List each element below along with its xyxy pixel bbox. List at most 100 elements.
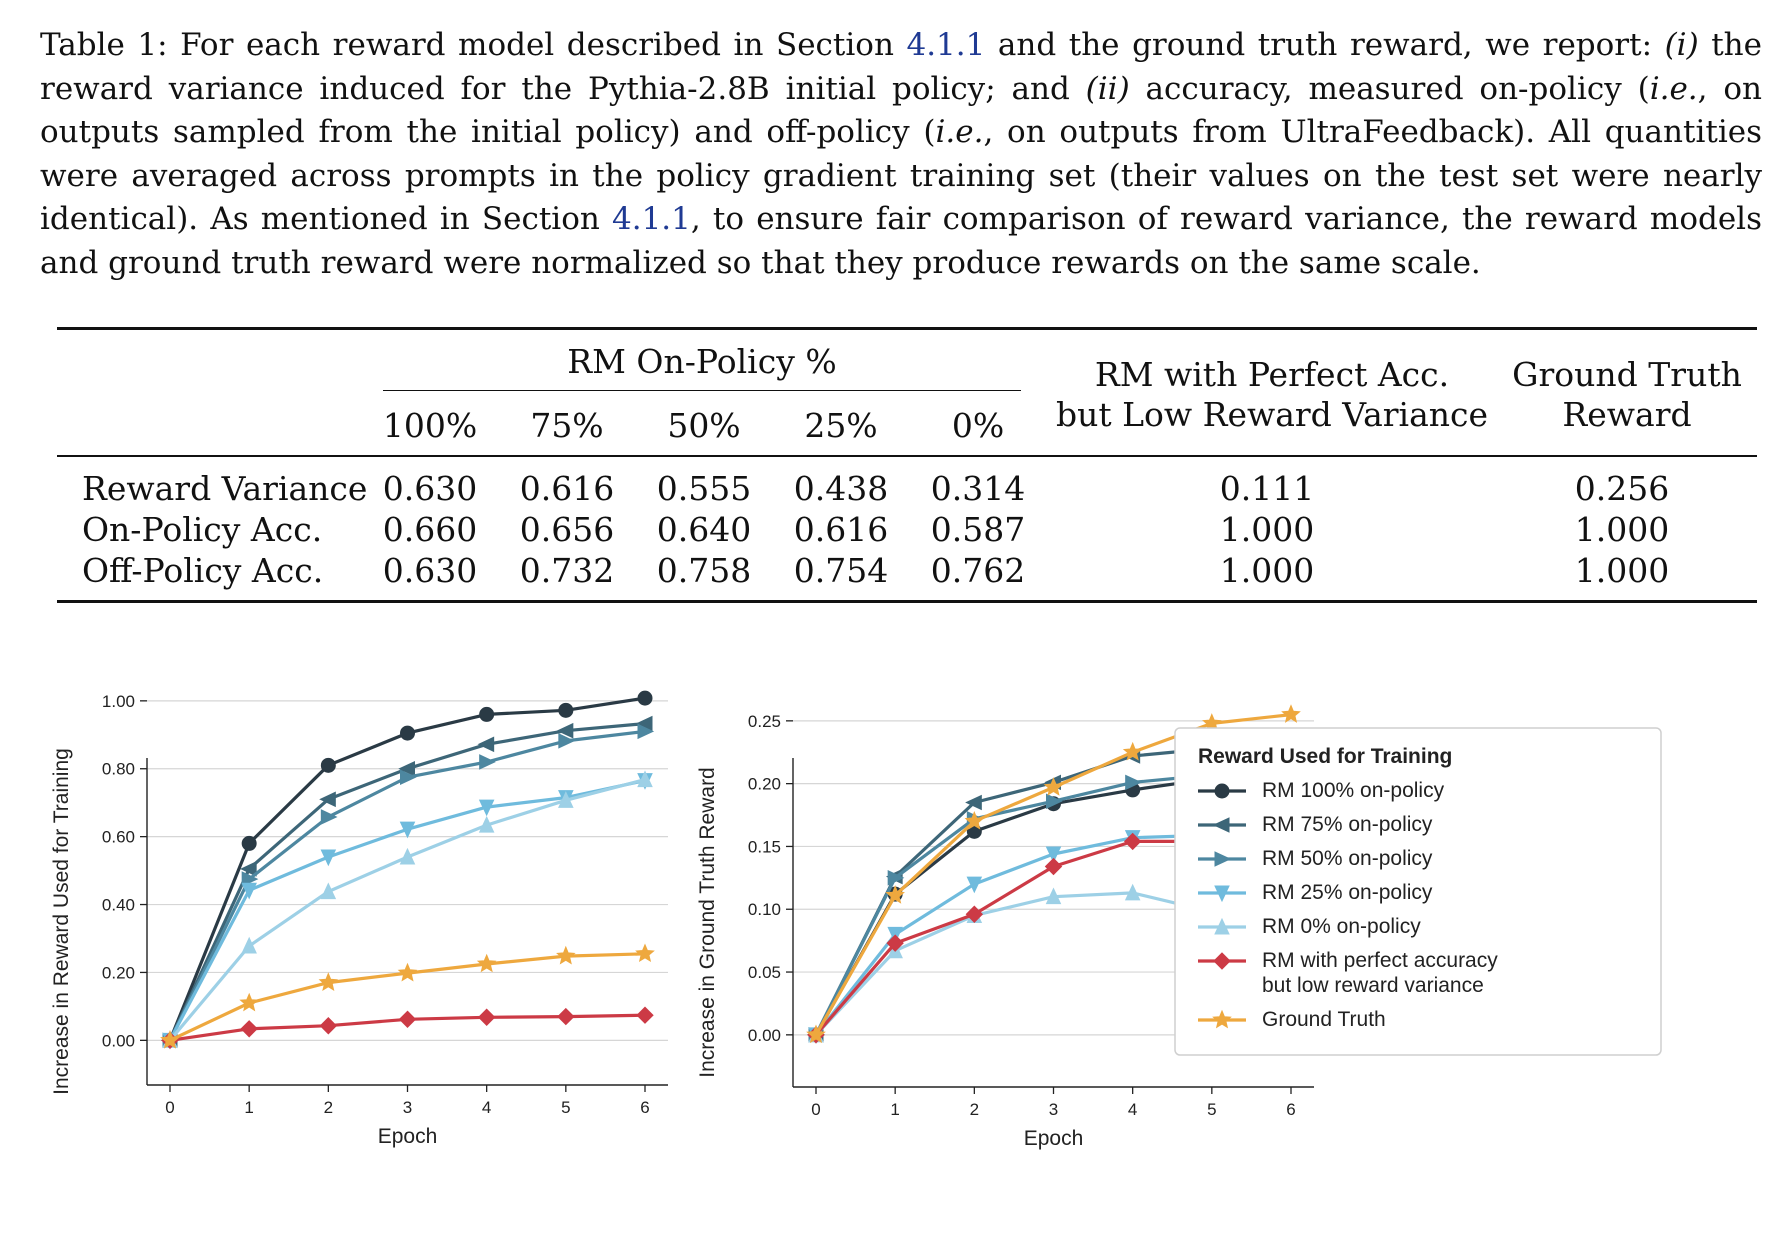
x-tick-label: 0 [811,1100,820,1119]
y-tick-label: 0.60 [102,828,135,847]
data-point-marker [637,770,653,788]
table-cell: 1.000 [1574,510,1670,549]
data-point-marker [965,794,982,811]
x-tick-label: 6 [640,1098,649,1117]
legend-label: RM 0% on-policy [1262,915,1421,938]
data-point-marker [320,757,336,773]
data-point-marker [399,821,416,839]
data-point-marker [241,882,257,900]
column-header: 25% [804,406,878,445]
table-cell: 0.758 [656,551,752,590]
y-tick-label: 0.15 [748,837,781,856]
data-point-marker [477,736,495,753]
x-tick-label: 1 [890,1100,899,1119]
data-point-marker [1045,887,1062,905]
table-cell: 0.732 [519,551,615,590]
data-point-marker [1214,851,1232,867]
section-reference[interactable]: 4.1.1 [612,201,691,237]
legend-title: Reward Used for Training [1198,745,1452,768]
caption-italic: i.e. [935,114,984,150]
table-cell: 1.000 [1219,551,1315,590]
legend-label: RM 100% on-policy [1262,779,1445,802]
data-point-marker [1212,817,1230,833]
caption-text: accuracy, measured on-policy ( [1129,70,1650,107]
y-tick-label: 0.00 [102,1031,135,1050]
y-tick-label: 0.25 [748,712,781,731]
x-tick-label: 6 [1286,1100,1295,1119]
caption-italic: i.e. [1649,70,1698,107]
y-tick-label: 0.10 [748,900,781,919]
data-point-marker [1214,783,1230,799]
caption-text: , to ensure fair comparison of reward va… [40,201,1762,281]
series-group [160,715,653,1049]
data-point-marker [1044,857,1063,876]
data-point-marker [964,810,985,830]
data-point-marker [1043,777,1064,796]
data-point-marker [318,972,339,991]
data-point-marker [885,885,905,904]
table-cell: 0.762 [930,551,1026,590]
data-point-marker [241,936,257,954]
data-point-marker [479,706,495,722]
data-point-marker [160,1029,180,1049]
y-tick-label: 0.20 [748,775,781,794]
x-tick-label: 2 [970,1100,979,1119]
series-group [162,773,653,1050]
data-point-marker [399,847,416,865]
data-point-marker [477,1008,496,1026]
data-point-marker [400,725,415,741]
y-tick-label: 0.05 [748,963,781,982]
x-tick-label: 4 [1128,1100,1137,1119]
legend-label: RM 50% on-policy [1262,847,1433,870]
data-point-marker [1046,793,1063,810]
y-tick-label: 0.80 [102,760,135,779]
data-point-marker [398,1010,417,1028]
ground-truth-reward-chart: 0.00 0.05 0.10 0.15 0.20 0.25 0 1 2 3 4 5 6 Epoch Incr… [696,704,1662,1150]
legend-item: Ground Truth [1198,1008,1386,1031]
caption-text: , on outputs from UltraFeedback). All qu… [40,114,1762,237]
table-cell: 0.438 [793,469,889,508]
data-point-marker [241,835,257,851]
data-point-marker [239,992,259,1012]
data-point-marker [1212,1009,1232,1029]
x-tick-label: 5 [561,1098,570,1117]
data-point-marker [965,905,984,923]
section-reference[interactable]: 4.1.1 [906,27,986,63]
series-group [160,943,655,1049]
x-tick-label: 5 [1207,1100,1216,1119]
column-header: 100% [382,406,478,445]
table-cell: 1.000 [1574,551,1670,590]
table-cell: 0.640 [656,510,752,549]
legend-label: Ground Truth [1262,1008,1386,1031]
y-axis-label: Increase in Reward Used for Training [50,748,73,1095]
header-line: Ground Truth [1512,355,1742,394]
y-tick-label: 0.40 [102,896,135,915]
table-cell: 0.555 [656,469,752,508]
header-line: RM with Perfect Acc. [1094,355,1450,394]
x-tick-label: 2 [324,1098,333,1117]
row-label: Off-Policy Acc. [82,551,324,590]
data-point-marker [239,861,257,877]
table-cell: 0.630 [382,551,478,590]
x-tick-label: 4 [482,1098,491,1117]
column-header: 75% [530,406,604,445]
data-point-marker [636,1006,654,1024]
caption-text: , on outputs sampled from the initial po… [40,70,1762,151]
table-caption: Table 1: For each reward model described… [40,24,1762,285]
row-label: On-Policy Acc. [82,510,323,549]
data-point-marker [1281,704,1301,723]
table-cell: 0.754 [793,551,889,590]
data-point-marker [637,723,655,740]
data-point-marker [400,769,417,786]
legend-item: RM 50% on-policy [1198,847,1433,870]
data-point-marker [637,690,653,706]
table-cell: 0.630 [382,469,478,508]
data-point-marker [397,962,418,982]
x-axis-label: Epoch [1024,1127,1084,1150]
caption-italic: (i) [1664,27,1699,63]
caption-text: the reward variance induced for the Pyth… [40,27,1762,107]
data-point-marker [556,945,576,965]
data-point-marker [240,1020,258,1038]
table-bottom-rule [57,600,1757,603]
data-point-marker [1045,846,1062,864]
